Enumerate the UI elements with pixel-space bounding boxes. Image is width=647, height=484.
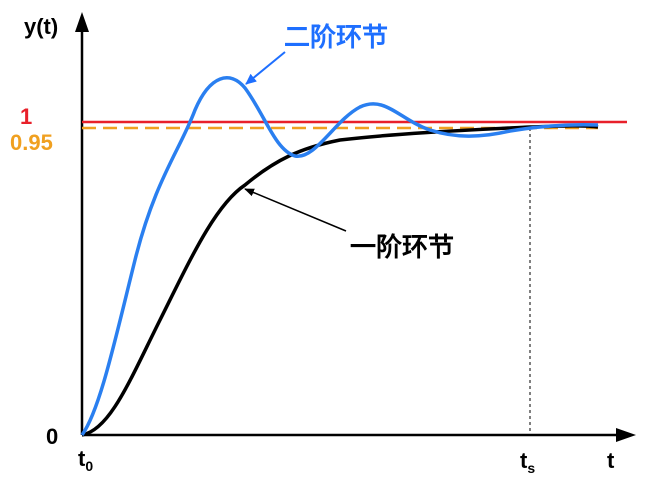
- second-order-label: 二阶环节: [284, 22, 388, 52]
- first-order-label: 一阶环节: [350, 232, 454, 262]
- t0-label: t0: [78, 446, 93, 474]
- y-arrow: [75, 12, 89, 32]
- x-arrow: [616, 428, 636, 442]
- y-axis-label: y(t): [24, 14, 58, 39]
- x-axis-label: t: [607, 448, 615, 473]
- second-order-curve: [80, 76, 599, 437]
- second-order-arrow: [245, 51, 286, 85]
- level-095-label: 0.95: [10, 130, 53, 155]
- level-one-label: 1: [20, 104, 32, 129]
- ts-label: ts: [520, 448, 535, 476]
- origin-label: 0: [46, 424, 58, 449]
- first-order-curve: [81, 124, 599, 437]
- first-order-arrow: [244, 188, 347, 232]
